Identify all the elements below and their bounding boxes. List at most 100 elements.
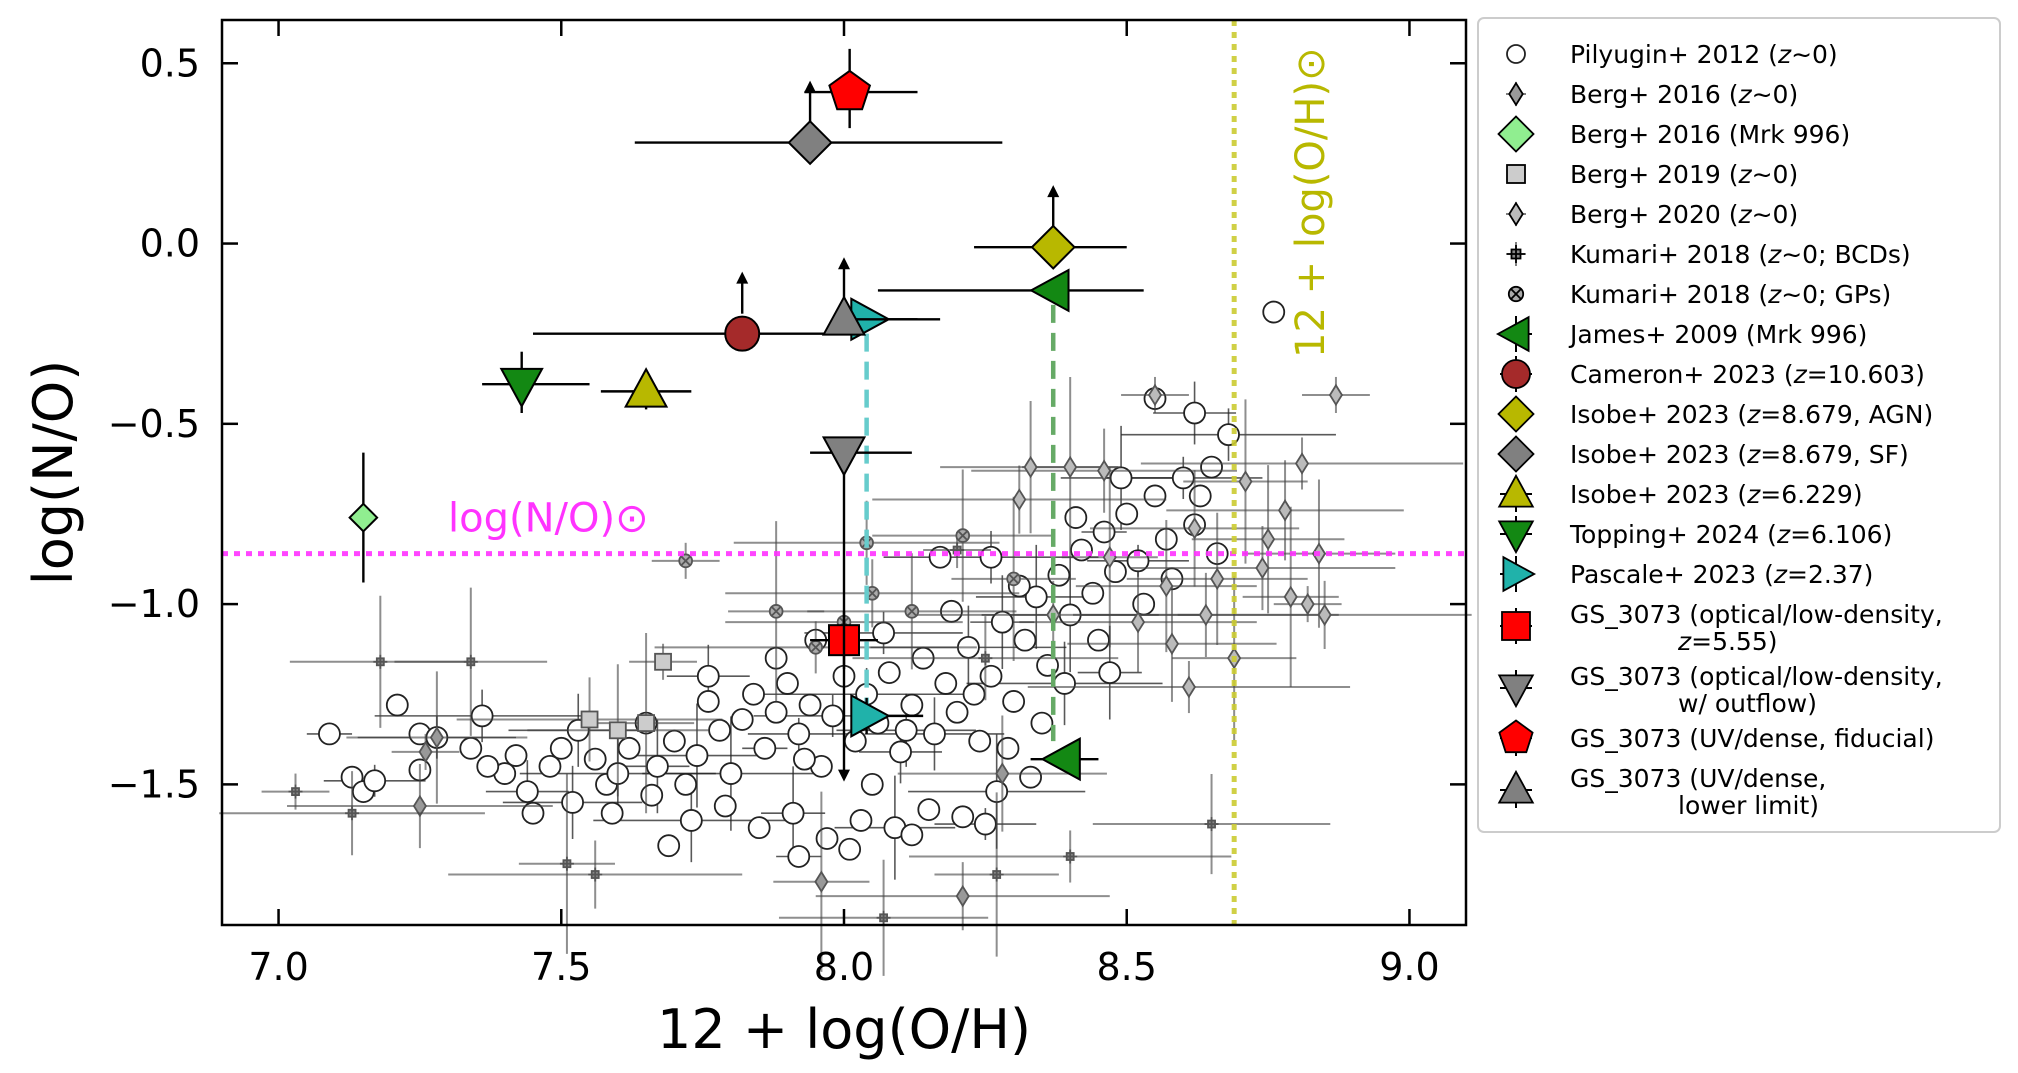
legend-marker [1497,395,1535,433]
legend-marker [1495,315,1530,353]
data-point [1006,571,1021,587]
data-point [860,772,884,796]
legend-entry-6: Kumari+ 2018 (z∼0; GPs) [1507,280,1891,309]
data-point [1188,484,1212,508]
data-point [1013,628,1037,652]
legend-label: Pascale+ 2023 (z=2.37) [1570,560,1873,589]
data-point [768,604,784,619]
data-point [588,867,603,882]
data-point [521,801,545,825]
legend-marker [1506,164,1526,184]
data-point [1294,452,1310,475]
x-tick-label: 7.0 [248,945,308,989]
legend-entry-16: GS_3073 (UV/dense, fiducial) [1498,719,1934,756]
legend-marker [1497,520,1535,555]
data-point [713,794,737,818]
limit-arrow-head [838,257,850,270]
x-tick-label: 9.0 [1379,945,1439,989]
legend-marker [1507,245,1525,263]
legend-marker [1501,611,1531,641]
limit-arrow-head [1047,185,1060,198]
data-point [1087,628,1110,652]
data-point [894,718,918,742]
x-axis-label: 12 + log(O/H) [657,998,1031,1061]
data-point [787,845,811,868]
data-point [696,664,720,688]
legend-label: Berg+ 2019 (z∼0) [1570,160,1798,189]
data-point [900,823,924,847]
highlight-points [348,48,1144,782]
data-point [719,762,743,785]
legend-marker [1507,285,1525,303]
data-point [1024,585,1048,609]
legend-entry-14: GS_3073 (optical/low-density,z=5.55) [1500,600,1943,656]
data-point [1143,484,1167,508]
highlight-5 [600,367,692,410]
data-point [917,798,941,822]
data-point [995,762,1010,785]
data-point [876,910,891,925]
data-point [815,827,839,850]
legend-label: Topping+ 2024 (z=6.106) [1569,520,1892,549]
x-tick-label: 8.5 [1097,945,1157,989]
data-point [1204,817,1219,832]
legend-label: Cameron+ 2023 (z=10.603) [1570,360,1925,389]
data-point [1115,502,1139,526]
data-point [996,736,1020,760]
data-point [685,744,709,767]
y-tick-label: −1.5 [108,762,200,806]
legend-entry-17: GS_3073 (UV/dense,lower limit) [1497,764,1826,820]
data-point [662,729,686,753]
data-point [951,805,975,829]
legend-marker [1497,473,1535,508]
data-point [1164,632,1180,656]
legend-entry-10: Isobe+ 2023 (z=8.679, SF) [1497,435,1909,473]
data-point [678,553,693,569]
legend-label: Kumari+ 2018 (z∼0; GPs) [1570,280,1891,309]
legend-label: Berg+ 2016 (z∼0) [1570,80,1798,109]
data-point [1092,520,1116,544]
legend-entry-4: Berg+ 2020 (z∼0) [1506,200,1798,229]
series-2 [456,632,723,814]
legend-entry-7: James+ 2009 (Mrk 996) [1495,315,1867,353]
data-point [600,801,624,825]
data-point [418,740,433,764]
y-axis-label: log(N/O) [22,360,85,586]
data-point [318,722,341,746]
data-point [288,784,303,799]
data-point [798,693,822,717]
data-point [955,884,970,908]
data-point [1023,455,1038,479]
legend-label: GS_3073 (optical/low-density, [1570,600,1943,629]
highlight-6 [482,351,590,414]
legend-entry-5: Kumari+ 2018 (z∼0; BCDs) [1506,240,1911,269]
data-point [1255,556,1270,580]
highlight-11 [821,257,918,336]
legend-marker [1497,115,1535,153]
data-point [637,714,655,732]
data-point [968,729,992,753]
highlight-3 [974,185,1127,270]
data-point [708,718,731,742]
data-point [1317,603,1332,627]
data-point [814,870,829,894]
data-point [979,664,1003,688]
data-point [463,654,478,669]
data-point [363,769,387,793]
data-point [850,693,891,738]
limit-arrow-head [838,769,850,782]
data-point [904,604,920,619]
data-point [1198,603,1213,627]
legend-marker [1498,719,1534,754]
data-point [1328,383,1344,407]
legend-marker [1501,359,1531,389]
data-point [808,640,824,655]
legend-box [1477,17,2001,833]
legend-entry-8: Cameron+ 2023 (z=10.603) [1500,356,1925,392]
legend-marker [1497,674,1535,709]
legend-label-line2: w/ outflow) [1678,689,1817,718]
legend-marker [1506,44,1526,64]
legend-label: Isobe+ 2023 (z=6.229) [1570,480,1863,509]
data-point [747,816,771,840]
